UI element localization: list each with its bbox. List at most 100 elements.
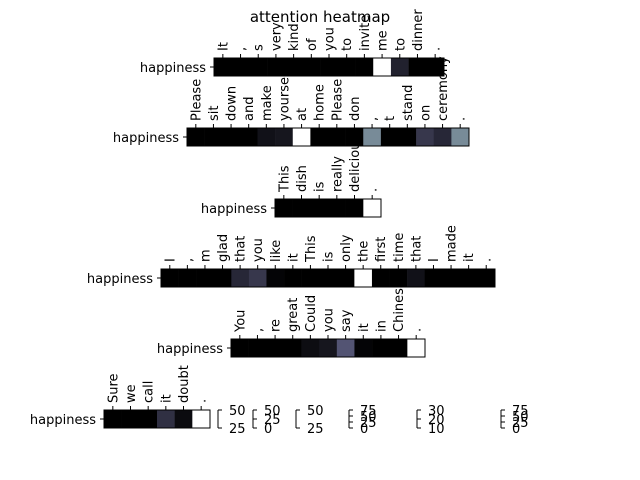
heatmap-cell [231,269,250,287]
heatmap-cell [275,199,293,217]
heatmap-cell [310,128,329,146]
x-tick-label: it [159,394,174,403]
x-tick-label: it [357,323,372,332]
colorbar-tick-label: 25 [360,416,377,431]
x-tick-label: great [286,298,301,332]
y-tick-label: happiness [140,61,206,76]
x-tick-label: dinner [411,9,426,51]
heatmap-cell [407,339,426,357]
heatmap-cell [373,58,392,76]
heatmap-cell [345,199,364,217]
colorbar-tick-label: 50 [307,404,324,419]
colorbar-tick-label: 50 [264,404,281,419]
x-tick-label: Please [189,79,204,121]
heatmap-cell [442,269,461,287]
heatmap-cell [408,58,427,76]
x-tick-label: only [339,234,354,262]
x-tick-label: like [269,240,284,262]
x-tick-label: that [234,236,249,262]
heatmap-cell [192,410,211,428]
heatmap-cell [121,410,140,428]
heatmap-panel: It, s very kind of you to invite me to dinner .happ… [140,9,445,77]
x-tick-label: you [251,238,266,262]
heatmap-cell [319,269,338,287]
colorbar-tick-label: 50 [512,410,529,425]
heatmap-cell [328,128,346,146]
heatmap-cell [267,58,286,76]
x-tick-label: , [234,47,249,51]
x-tick-label: to [340,38,355,51]
colorbar-tick-label: 50 [360,410,377,425]
heatmap-cell [187,128,205,146]
colorbar-tick-label: 10 [428,422,445,437]
heatmap-cell [398,128,417,146]
heatmap-cell [239,128,258,146]
heatmap-cell [292,199,311,217]
x-tick-label: re [269,319,284,332]
heatmap-cell [301,269,320,287]
x-tick-label: Please [330,79,345,121]
heatmap-cell [231,58,250,76]
colorbar-tick-label: 25 [229,422,246,437]
x-tick-label: you [322,308,337,332]
x-tick-label: invite [358,15,373,51]
heatmap-cell [336,269,355,287]
heatmap-cell [345,128,364,146]
x-tick-label: delicious [348,135,363,192]
x-tick-label: of [305,38,320,51]
heatmap-panel: Sure we call it doubt . happiness [30,365,211,429]
heatmap-cell [372,339,391,357]
x-tick-label: first [374,237,389,262]
y-tick-label: happiness [201,202,267,217]
heatmap-cell [302,58,321,76]
x-tick-label: yourself [277,68,292,121]
x-tick-label: dish [295,165,310,192]
x-tick-label: m [198,249,213,262]
x-tick-label: and [242,97,257,121]
colorbar-tick-label: 25 [264,413,281,428]
heatmap-cell [459,269,478,287]
heatmap-cell [249,58,268,76]
heatmap-cell [284,269,302,287]
heatmap-cell [380,128,399,146]
x-tick-label: , [366,117,381,121]
heatmap-cell [424,269,443,287]
heatmap-cell [310,199,329,217]
colorbar-tick-label: 75 [360,404,377,419]
chart-title: attention heatmap [250,8,390,26]
heatmap-cell [407,269,425,287]
heatmap-cell [371,269,390,287]
heatmap-cell [214,58,232,76]
heatmap-cell [266,269,285,287]
x-tick-label: . [429,47,444,51]
x-tick-label: make [260,85,275,121]
heatmap-cell [354,339,373,357]
heatmap-cell [248,339,267,357]
x-tick-label: Could [304,295,319,332]
heatmap-cell [337,58,356,76]
x-tick-label: . [480,258,495,262]
x-tick-label: doubt [177,365,192,403]
heatmap-cell [389,339,408,357]
x-tick-label: This [277,165,292,193]
colorbar-tick-label: 25 [307,422,324,437]
x-tick-label: that [409,236,424,262]
x-tick-label: It [216,42,231,51]
heatmap-cell [204,128,223,146]
x-tick-label: Chinese [392,280,407,332]
x-tick-label: I [163,258,178,262]
colorbar-tick-label: 0 [264,422,272,437]
x-tick-label: is [322,251,337,262]
x-tick-label: you [323,27,338,51]
heatmap-cell [283,339,302,357]
heatmap-cell [354,269,373,287]
x-tick-label: stand [401,85,416,121]
x-tick-label: kind [287,23,302,51]
x-tick-label: really [330,156,345,192]
x-tick-label: we [124,384,139,403]
